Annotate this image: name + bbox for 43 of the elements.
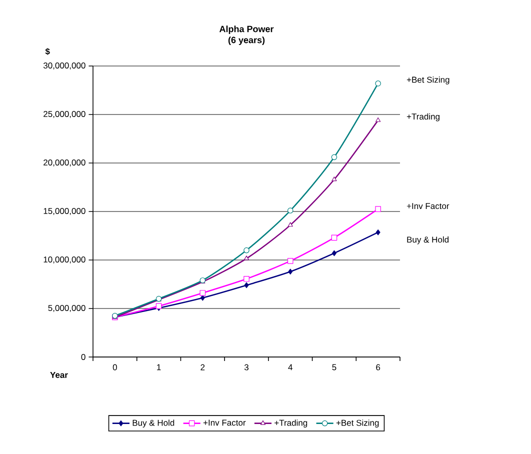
text: +Bet Sizing xyxy=(406,76,450,84)
point xyxy=(331,154,338,160)
point xyxy=(287,208,294,214)
point xyxy=(332,176,337,182)
text: +Trading xyxy=(406,113,440,122)
point xyxy=(200,290,206,296)
legend-label: +Inv Factor xyxy=(203,420,246,426)
y-axis-title: $ xyxy=(45,48,50,55)
text: Buy & Hold xyxy=(407,236,449,244)
point xyxy=(244,282,249,288)
y-tick-label: 20,000,000 xyxy=(44,159,86,166)
x-tick-label: 5 xyxy=(332,364,336,370)
x-tick-label: 1 xyxy=(157,364,161,370)
text: +Inv Factor xyxy=(406,203,450,210)
x-tick-label: 4 xyxy=(288,364,292,370)
y-tick-label: 10,000,000 xyxy=(44,256,86,264)
x-tick-label: 3 xyxy=(244,364,248,370)
point xyxy=(244,256,250,260)
y-tick-label: 30,000,000 xyxy=(43,62,86,70)
x-tick-label: 6 xyxy=(376,364,380,370)
point xyxy=(375,206,381,212)
x-axis-title: Year xyxy=(50,372,68,378)
point xyxy=(288,268,293,275)
y-tick-label: 25,000,000 xyxy=(44,110,86,118)
point xyxy=(244,247,250,254)
point xyxy=(331,234,338,241)
point xyxy=(332,250,336,256)
point xyxy=(288,222,293,227)
y-tick-label: 0 xyxy=(81,354,86,360)
point xyxy=(287,258,294,264)
x-tick-label: 2 xyxy=(200,364,205,370)
legend-label: +Bet Sizing xyxy=(336,420,379,428)
point xyxy=(376,117,381,122)
x-tick-label: 0 xyxy=(112,364,117,370)
chart-subtitle: (6 years) xyxy=(228,36,265,45)
point xyxy=(375,80,381,86)
legend-label: +Trading xyxy=(274,420,308,428)
legend-label: Buy & Hold xyxy=(132,420,174,428)
point xyxy=(244,276,250,282)
point xyxy=(376,229,380,236)
chart-title: Alpha Power xyxy=(219,26,274,34)
y-tick-label: 15,000,000 xyxy=(44,208,86,215)
y-tick-label: 5,000,000 xyxy=(48,304,86,312)
